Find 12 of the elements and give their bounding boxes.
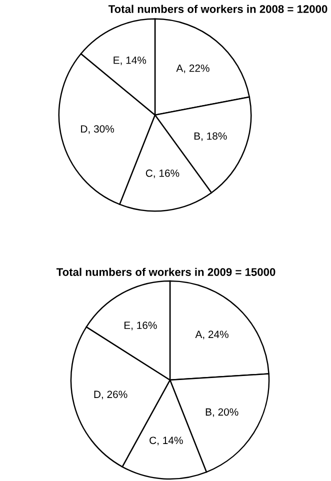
slice-label: B, 20% (206, 408, 238, 417)
slice-label: D, 30% (81, 125, 114, 134)
chart-title: Total numbers of workers in 2009 = 15000 (56, 268, 276, 276)
slice-label: D, 26% (94, 390, 128, 400)
slice-label: B, 18% (194, 132, 227, 141)
chart-title: Total numbers of workers in 2008 = 12000 (108, 4, 328, 13)
slice-label: A, 22% (176, 64, 210, 74)
slice-label: E, 16% (124, 322, 157, 330)
slice-label: A, 24% (195, 330, 228, 340)
slice-label: C, 16% (146, 170, 180, 178)
slice-label: E, 14% (114, 56, 146, 66)
slice-label: C, 14% (150, 436, 183, 446)
